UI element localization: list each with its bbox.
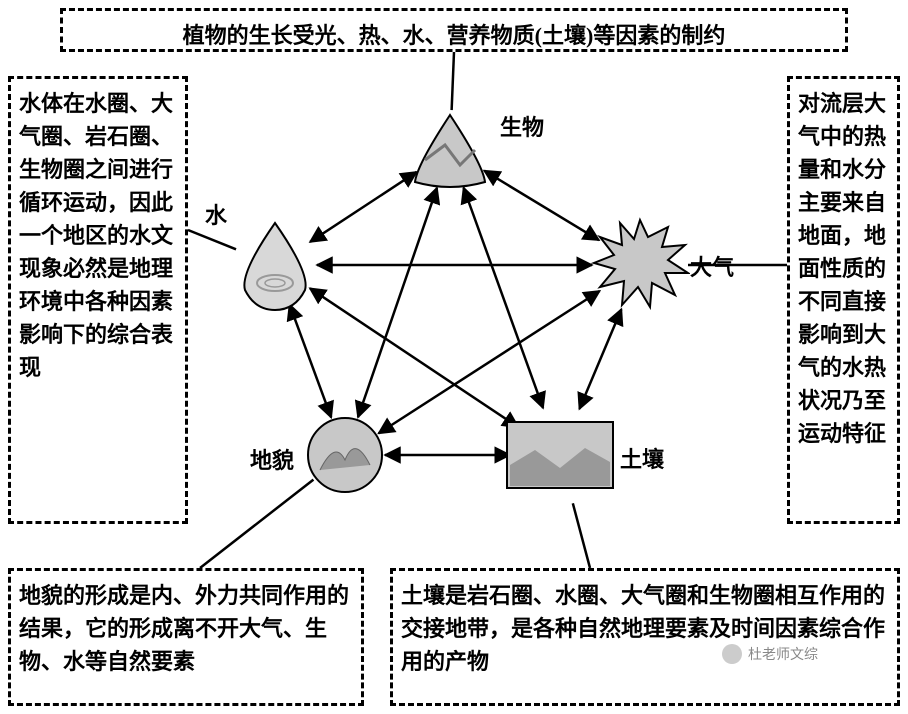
node-soil: 土壤 (505, 420, 615, 490)
water-text: 水体在水圈、大气圈、岩石圈、生物圈之间进行循环运动，因此一个地区的水文现象必然是… (19, 91, 173, 380)
watermark-icon (722, 644, 742, 664)
atmosphere-explainer-box: 对流层大气中的热量和水分主要来自地面，地面性质的不同直接影响到大气的水热状况乃至… (787, 76, 900, 524)
edge-bio-water (310, 172, 416, 242)
atmos-text: 对流层大气中的热量和水分主要来自地面，地面性质的不同直接影响到大气的水热状况乃至… (798, 91, 886, 446)
landform-explainer-box: 地貌的形成是内、外力共同作用的结果，它的形成离不开大气、生物、水等自然要素 (8, 568, 364, 706)
boxlink-land (200, 480, 313, 568)
node-biology: 生物 (405, 110, 495, 190)
edge-atmos-land (379, 291, 600, 433)
label-landform: 地貌 (250, 443, 294, 475)
boxlink-water (188, 230, 236, 249)
edge-water-land (290, 304, 332, 417)
triangle-icon (405, 110, 495, 190)
rect-icon (505, 420, 615, 490)
sun-icon (590, 215, 690, 315)
label-atmosphere: 大气 (690, 250, 734, 282)
node-water: 水 (235, 218, 315, 313)
title-text: 植物的生长受光、热、水、营养物质(土壤)等因素的制约 (183, 23, 726, 48)
edge-bio-atmos (484, 171, 599, 240)
node-landform: 地貌 (305, 415, 385, 495)
label-soil: 土壤 (620, 442, 664, 474)
label-water: 水 (205, 198, 227, 230)
label-biology: 生物 (500, 110, 544, 142)
edge-bio-land (358, 188, 437, 417)
landform-text: 地貌的形成是内、外力共同作用的结果，它的形成离不开大气、生物、水等自然要素 (19, 583, 349, 674)
soil-explainer-box: 土壤是岩石圈、水圈、大气圈和生物圈相互作用的交接地带，是各种自然地理要素及时间因… (390, 568, 900, 706)
edge-atmos-soil (579, 309, 621, 409)
edge-water-soil (310, 288, 518, 427)
water-drop-icon (235, 218, 315, 313)
title-explainer-box: 植物的生长受光、热、水、营养物质(土壤)等因素的制约 (60, 8, 848, 52)
edge-bio-soil (464, 188, 543, 408)
watermark: 杜老师文综 (722, 644, 818, 664)
boxlink-soil (573, 503, 590, 568)
boxlink-bio (452, 52, 454, 110)
watermark-text: 杜老师文综 (748, 644, 818, 664)
node-atmosphere: 大气 (590, 215, 690, 315)
water-explainer-box: 水体在水圈、大气圈、岩石圈、生物圈之间进行循环运动，因此一个地区的水文现象必然是… (8, 76, 188, 524)
circle-icon (305, 415, 385, 495)
